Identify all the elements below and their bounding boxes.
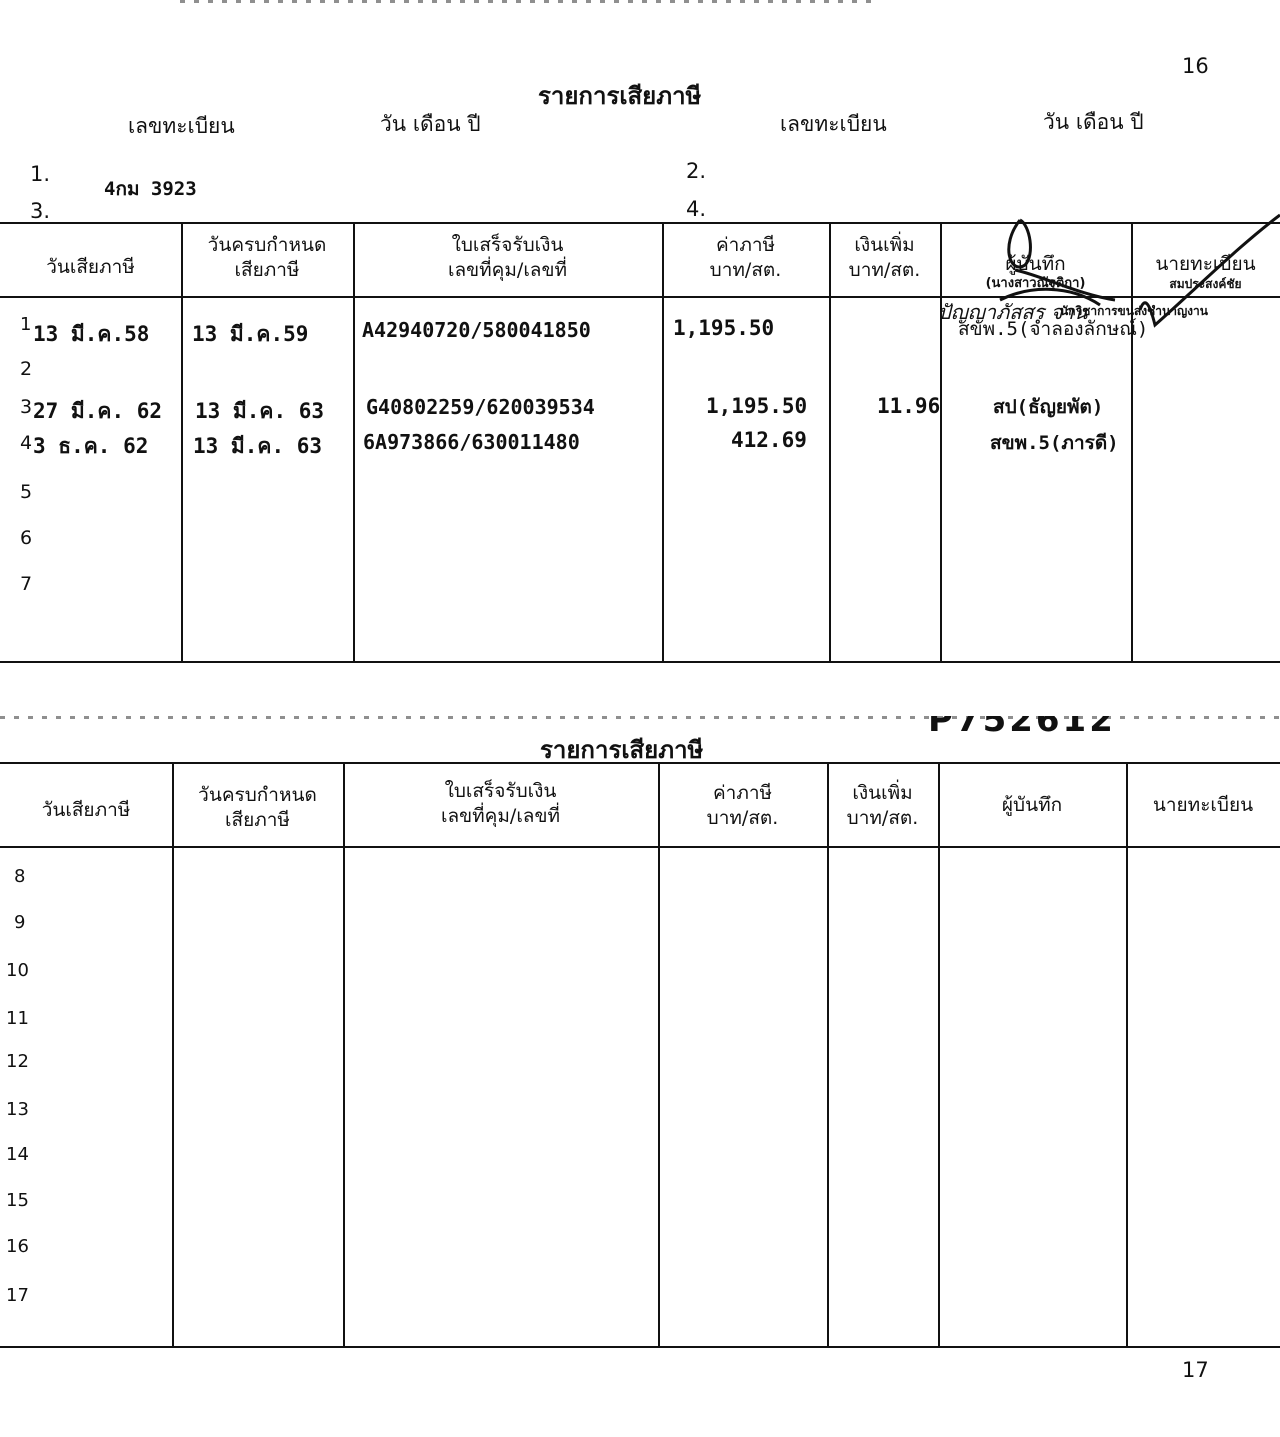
officer-stamp-title: นักวิชาการขนส่งชำนาญงาน: [1060, 304, 1208, 318]
label-reg-no-1: เลขทะเบียน: [128, 114, 235, 138]
tax-amount: 412.69: [731, 428, 807, 452]
handwritten-signature: [999, 213, 1280, 328]
plate-2-num: 2.: [686, 159, 707, 183]
row-number: 13: [6, 1099, 29, 1120]
row-number: 17: [6, 1285, 29, 1306]
section1-title: รายการเสียภาษี: [538, 82, 702, 110]
recorder: สขพ.5(ภารดี): [990, 432, 1119, 454]
row-number: 2: [20, 358, 33, 380]
header-receipt: ใบเสร็จรับเงิน เลขที่คุม/เลขที่: [448, 234, 567, 281]
plate-1-value: 4กม 3923: [104, 178, 197, 200]
tax-amount: 1,195.50: [673, 316, 775, 340]
plate-1-num: 1.: [30, 162, 51, 186]
tax-amount: 1,195.50: [706, 394, 808, 418]
header-registrar: นายทะเบียน สมประสงค์ชัย: [1155, 253, 1256, 291]
row-number: 1: [20, 314, 32, 335]
extra-amount: 11.96: [877, 394, 941, 418]
row-number: 10: [6, 960, 29, 981]
label-reg-no-2: เลขทะเบียน: [780, 112, 887, 136]
label-date-2: วัน เดือน ปี: [1043, 110, 1144, 134]
row-number: 4: [20, 432, 33, 454]
row-number: 7: [20, 573, 33, 595]
row-number: 9: [14, 912, 26, 933]
due-date: 13 มี.ค.59: [192, 322, 309, 346]
header-pay-date: วันเสียภาษี: [46, 256, 135, 278]
officer-stamp-name: ปัญญาภัสสร จาน: [938, 300, 1088, 324]
receipt-number: G40802259/620039534: [366, 395, 595, 419]
header-tax: ค่าภาษี บาท/สต.: [709, 234, 782, 281]
header-recorder: ผู้บันทึก: [1001, 794, 1063, 816]
pay-date: 3 ธ.ค. 62: [33, 434, 149, 458]
header-recorder: ผู้บันทึก (นางสาวณัฐติกา): [985, 253, 1086, 291]
plate-3-num: 3.: [30, 199, 51, 223]
header-due-date: วันครบกำหนด เสียภาษี: [198, 784, 317, 831]
row-number: 6: [20, 527, 33, 549]
due-date: 13 มี.ค. 63: [195, 399, 325, 423]
row-number: 5: [20, 481, 33, 503]
row-number: 14: [6, 1144, 29, 1165]
row-number: 11: [6, 1008, 29, 1029]
pay-date: 27 มี.ค. 62: [33, 399, 163, 423]
recorder: สป(ธัญยพัต): [993, 396, 1104, 418]
row-number: 8: [14, 866, 26, 887]
plate-4-num: 4.: [686, 197, 707, 221]
recorder: สขพ.5(จำลองลักษณ์): [958, 318, 1149, 340]
row-number: 12: [6, 1051, 29, 1072]
receipt-number: 6A973866/630011480: [363, 430, 580, 454]
section2-title: รายการเสียภาษี: [540, 736, 704, 764]
pay-date: 13 มี.ค.58: [33, 322, 150, 346]
scan-noise: [0, 716, 1280, 719]
stamp-number: P752612: [928, 700, 1116, 740]
row-number: 3: [20, 396, 33, 418]
header-pay-date: วันเสียภาษี: [41, 799, 131, 821]
page-number-bottom: 17: [1182, 1358, 1209, 1382]
scan-noise: [180, 0, 880, 3]
header-extra: เงินเพิ่ม บาท/สต.: [846, 782, 919, 829]
label-date-1: วัน เดือน ปี: [380, 112, 481, 136]
header-extra: เงินเพิ่ม บาท/สต.: [848, 234, 921, 281]
row-number: 16: [6, 1236, 29, 1257]
header-registrar: นายทะเบียน: [1152, 794, 1254, 816]
due-date: 13 มี.ค. 63: [193, 434, 323, 458]
page-number-top: 16: [1182, 54, 1209, 78]
receipt-number: A42940720/580041850: [362, 318, 591, 342]
header-tax: ค่าภาษี บาท/สต.: [706, 782, 779, 829]
header-receipt: ใบเสร็จรับเงิน เลขที่คุม/เลขที่: [441, 780, 560, 827]
row-number: 15: [6, 1190, 29, 1211]
header-due-date: วันครบกำหนด เสียภาษี: [207, 234, 327, 281]
